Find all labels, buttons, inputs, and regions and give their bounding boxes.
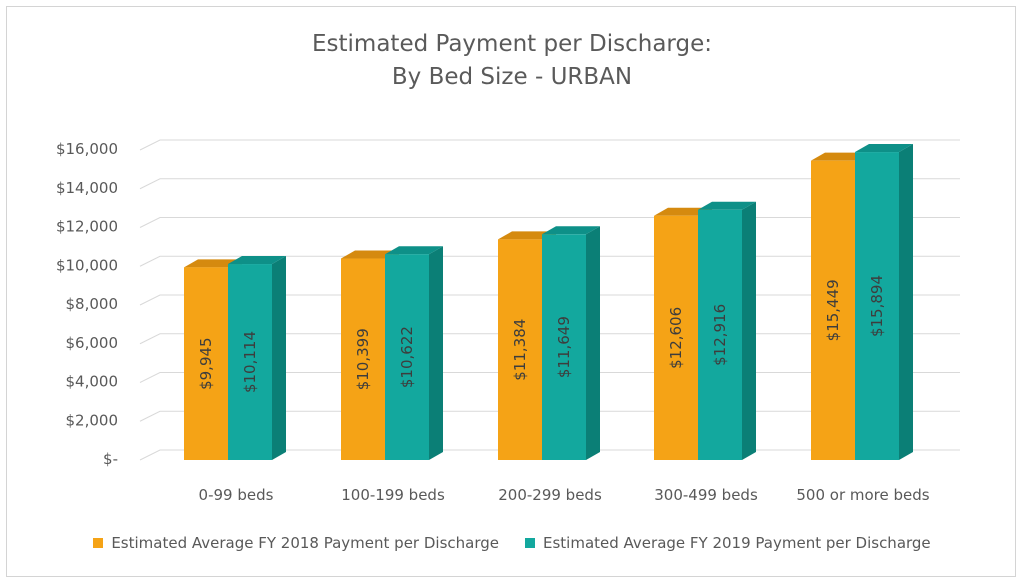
bar-side (429, 246, 443, 460)
y-tick-label: $- (103, 450, 118, 468)
legend-item-fy2018: Estimated Average FY 2018 Payment per Di… (93, 534, 499, 552)
bar-top (698, 201, 756, 210)
bar-top (228, 256, 286, 265)
bar-fy2018 (341, 258, 385, 460)
x-tick-label: 0-99 beds (199, 486, 274, 504)
bar-fy2019 (698, 209, 742, 460)
y-tick-label: $4,000 (66, 373, 119, 391)
y-tick-label: $12,000 (56, 218, 118, 236)
data-label: $10,399 (354, 328, 372, 390)
bar-fy2018 (654, 215, 698, 460)
y-tick-label: $8,000 (66, 295, 119, 313)
data-label: $11,384 (511, 319, 529, 381)
data-label: $15,449 (824, 279, 842, 341)
bar-fy2018 (498, 239, 542, 460)
data-label: $12,606 (667, 307, 685, 369)
y-tick-label: $2,000 (66, 411, 119, 429)
data-label: $15,894 (868, 275, 886, 337)
chart-title: Estimated Payment per Discharge: By Bed … (0, 28, 1024, 94)
x-tick-label: 500 or more beds (796, 486, 929, 504)
bar-top (811, 152, 869, 161)
bar-top (385, 246, 443, 255)
legend-item-fy2019: Estimated Average FY 2019 Payment per Di… (525, 534, 931, 552)
y-tick-label: $16,000 (56, 140, 118, 158)
bar-top (542, 226, 600, 235)
bar-fy2018 (184, 267, 228, 460)
data-label: $11,649 (555, 316, 573, 378)
gridline (139, 178, 960, 190)
bar-top (654, 207, 712, 216)
legend-swatch-fy2019 (525, 538, 535, 548)
y-tick-label: $6,000 (66, 334, 119, 352)
bar-fy2019 (542, 234, 586, 460)
bar-fy2018 (811, 160, 855, 460)
bar-side (742, 201, 756, 460)
chart-title-line-1: Estimated Payment per Discharge: (312, 31, 712, 57)
legend-label-fy2018: Estimated Average FY 2018 Payment per Di… (111, 534, 499, 552)
gridline (139, 139, 960, 151)
y-tick-label: $10,000 (56, 256, 118, 274)
y-tick-label: $14,000 (56, 179, 118, 197)
bar-fy2019 (385, 254, 429, 460)
bar-side (586, 226, 600, 460)
data-label: $10,114 (241, 331, 259, 393)
legend-swatch-fy2018 (93, 538, 104, 548)
bar-fy2019 (228, 264, 272, 460)
data-label: $12,916 (711, 304, 729, 366)
data-label: $9,945 (197, 337, 215, 390)
bar-side (272, 256, 286, 460)
x-tick-label: 300-499 beds (654, 486, 758, 504)
bar-fy2019 (855, 152, 899, 460)
bar-top (184, 259, 242, 268)
bar-top (855, 144, 913, 153)
legend-label-fy2019: Estimated Average FY 2019 Payment per Di… (543, 534, 931, 552)
x-tick-label: 200-299 beds (498, 486, 602, 504)
bar-side (899, 144, 913, 460)
bar-top (498, 231, 556, 240)
chart-title-line-2: By Bed Size - URBAN (391, 64, 633, 90)
bar-top (341, 250, 399, 259)
x-tick-label: 100-199 beds (341, 486, 445, 504)
data-label: $10,622 (398, 326, 416, 388)
legend: Estimated Average FY 2018 Payment per Di… (0, 534, 1024, 552)
